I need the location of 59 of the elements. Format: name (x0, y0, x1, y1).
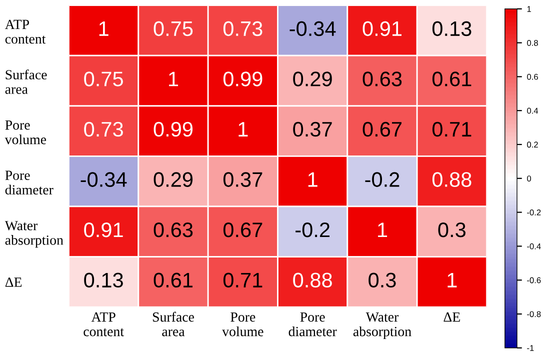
color-bar-label: 0.4 (527, 108, 538, 114)
x-tick-label: Pore diameter (288, 312, 337, 336)
y-tick-label: ATP content (5, 20, 46, 44)
y-tick-label: Surface area (5, 70, 47, 94)
data-label: 0.61 (154, 272, 193, 288)
data-label: 0.75 (84, 72, 123, 86)
data-label: 0.73 (223, 21, 262, 36)
color-bar-label: 0 (527, 176, 532, 182)
data-label: 0.88 (432, 172, 472, 187)
color-bar-label: -0.8 (527, 311, 541, 318)
data-label: 0.71 (432, 122, 472, 137)
data-label: 0.63 (362, 72, 402, 86)
data-label: 0.63 (154, 222, 193, 238)
x-tick-label: Surface area (152, 312, 194, 336)
x-tick-label: ΔE (444, 312, 460, 322)
data-label: 1 (308, 172, 318, 187)
data-label: 0.75 (154, 21, 193, 36)
x-tick-label: Pore volume (222, 312, 264, 336)
color-bar-label: 0.8 (527, 40, 538, 46)
color-bar-label: 0.2 (527, 142, 538, 148)
data-label: 1 (169, 72, 178, 86)
data-label: 1 (99, 22, 108, 36)
data-label: 0.71 (223, 272, 262, 288)
data-label: 0.61 (432, 72, 472, 86)
color-bar-label: -1 (527, 345, 534, 351)
data-label: 0.88 (293, 272, 332, 288)
color-bar-label: -0.2 (527, 209, 541, 216)
data-label: 1 (238, 122, 248, 136)
y-tick-label: Water absorption (4, 221, 64, 248)
data-label: 0.3 (368, 272, 396, 288)
data-label: 1 (378, 222, 388, 238)
color-bar-label: 1 (527, 6, 531, 12)
data-label: -0.34 (80, 172, 127, 187)
y-tick-label: Pore diameter (5, 170, 54, 195)
y-tick-label: Pore volume (4, 120, 46, 144)
data-label: 0.29 (154, 172, 193, 187)
data-label: 0.91 (362, 21, 402, 36)
data-label: 0.73 (84, 122, 123, 137)
color-bar-label: -0.6 (527, 277, 541, 284)
x-tick-label: Water absorption (353, 312, 412, 340)
y-tick-label: ΔE (5, 278, 22, 287)
data-label: 0.99 (154, 122, 193, 137)
data-label: 0.37 (293, 122, 332, 137)
color-bar-label: -0.4 (527, 243, 541, 250)
data-label: 0.29 (293, 72, 332, 86)
data-label: 0.37 (223, 172, 262, 187)
data-label: 0.67 (362, 122, 402, 137)
data-label: 0.13 (432, 21, 472, 36)
data-label: -0.34 (290, 21, 336, 36)
data-label: -0.2 (365, 172, 400, 187)
data-label: 0.67 (223, 222, 262, 238)
data-label: -0.2 (296, 222, 330, 238)
data-label: 0.3 (438, 222, 466, 238)
data-label: 1 (448, 272, 457, 288)
data-label: 0.91 (84, 222, 123, 238)
color-bar-label: 0.6 (527, 74, 538, 80)
x-tick-label: ATP content (84, 312, 124, 336)
data-label: 0.99 (223, 72, 262, 86)
data-label: 0.13 (84, 272, 123, 288)
